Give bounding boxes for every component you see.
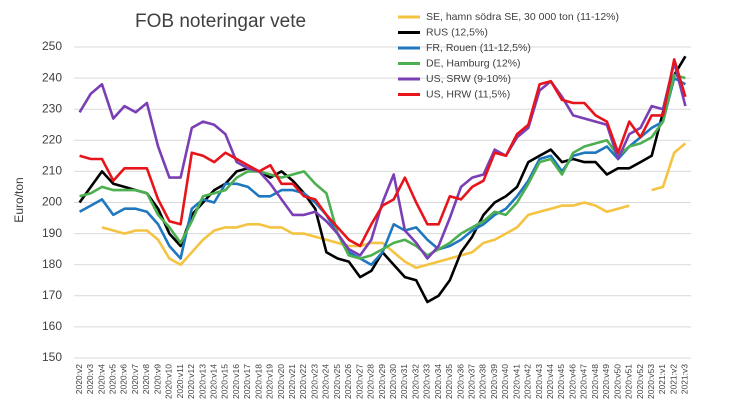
x-tick-label: 2021:v1 <box>657 364 667 395</box>
x-tick-label: 2020:v21 <box>287 364 297 399</box>
x-tick-label: 2020:v13 <box>197 364 207 399</box>
x-tick-label: 2020:v28 <box>366 364 376 399</box>
x-tick-label: 2020:v51 <box>624 364 634 399</box>
series-line <box>79 73 686 260</box>
x-tick-label: 2020:v29 <box>377 364 387 399</box>
x-tick-label: 2021:v3 <box>680 364 690 395</box>
y-tick-label: 170 <box>42 288 62 302</box>
series-line <box>78 61 687 260</box>
x-tick-label: 2020:v39 <box>489 364 499 399</box>
x-tick-label: 2020:v52 <box>635 364 645 399</box>
x-tick-label: 2021:v2 <box>668 364 678 395</box>
x-tick-label: 2020:v17 <box>242 364 252 399</box>
x-tick-label: 2020:v34 <box>433 364 443 399</box>
x-tick-label: 2020:v22 <box>298 364 308 399</box>
x-tick-label: 2020:v11 <box>175 364 185 399</box>
x-tick-label: 2020:v23 <box>309 364 319 399</box>
x-tick-label: 2020:v19 <box>265 364 275 399</box>
x-tick-label: 2020:v35 <box>444 364 454 399</box>
x-tick-label: 2020:v24 <box>321 364 331 399</box>
x-tick-label: 2020:v46 <box>567 364 577 399</box>
legend-label: SE, hamn södra SE, 30 000 ton (11-12%) <box>426 11 619 23</box>
x-tick-label: 2020:v45 <box>556 364 566 399</box>
series-line <box>79 58 687 248</box>
x-tick-label: 2020:v26 <box>343 364 353 399</box>
x-tick-label: 2020:v53 <box>646 364 656 399</box>
chart-title: FOB noteringar vete <box>135 11 306 32</box>
legend-label: US, SRW (9-10%) <box>426 73 511 85</box>
x-tick-label: 2020:v33 <box>422 364 432 399</box>
x-tick-label: 2020:v50 <box>612 364 622 399</box>
x-tick-label: 2020:v49 <box>601 364 611 399</box>
y-tick-label: 230 <box>42 101 62 115</box>
x-tick-label: 2020:v8 <box>141 364 151 395</box>
x-tick-label: 2020:v47 <box>579 364 589 399</box>
x-tick-label: 2020:v7 <box>130 364 140 395</box>
legend-label: RUS (12,5%) <box>426 26 488 38</box>
x-tick-label: 2020:v40 <box>500 364 510 399</box>
series-line <box>101 142 687 270</box>
x-tick-label: 2020:v4 <box>96 364 106 395</box>
series-line <box>78 76 687 266</box>
x-tick-label: 2020:v5 <box>108 364 118 395</box>
x-tick-label: 2020:v6 <box>119 364 129 395</box>
y-axis-label: Euro/ton <box>12 177 26 222</box>
x-tick-label: 2020:v16 <box>231 364 241 399</box>
x-tick-label: 2020:v9 <box>152 364 162 395</box>
x-tick-label: 2020:v20 <box>276 364 286 399</box>
x-tick-label: 2020:v10 <box>164 364 174 399</box>
legend-label: FR, Rouen (11-12,5%) <box>426 42 531 54</box>
x-tick-label: 2020:v32 <box>410 364 420 399</box>
y-tick-label: 150 <box>42 350 62 364</box>
y-tick-label: 210 <box>42 164 62 178</box>
x-tick-label: 2020:v25 <box>332 364 342 399</box>
y-tick-label: 160 <box>42 319 62 333</box>
x-tick-label: 2020:v43 <box>534 364 544 399</box>
y-tick-label: 220 <box>42 132 62 146</box>
x-tick-label: 2020:v36 <box>455 364 465 399</box>
y-tick-label: 190 <box>42 226 62 240</box>
y-tick-label: 250 <box>42 39 62 53</box>
x-tick-label: 2020:v3 <box>85 364 95 395</box>
x-tick-label: 2020:v2 <box>74 364 84 395</box>
x-tick-label: 2020:v37 <box>466 364 476 399</box>
x-tick-label: 2020:v18 <box>253 364 263 399</box>
x-tick-label: 2020:v14 <box>208 364 218 399</box>
legend-label: DE, Hamburg (12%) <box>426 57 521 69</box>
y-tick-label: 240 <box>42 70 62 84</box>
x-tick-label: 2020:v15 <box>220 364 230 399</box>
x-tick-label: 2020:v30 <box>388 364 398 399</box>
x-tick-label: 2020:v38 <box>478 364 488 399</box>
x-tick-label: 2020:v42 <box>523 364 533 399</box>
y-tick-label: 180 <box>42 257 62 271</box>
y-tick-label: 200 <box>42 195 62 209</box>
x-tick-label: 2020:v44 <box>545 364 555 399</box>
x-tick-label: 2020:v31 <box>399 364 409 399</box>
legend-label: US, HRW (11,5%) <box>426 88 510 100</box>
x-tick-label: 2020:v48 <box>590 364 600 399</box>
x-tick-label: 2020:v41 <box>511 364 521 399</box>
x-tick-label: 2020:v12 <box>186 364 196 399</box>
x-tick-label: 2020:v27 <box>354 364 364 399</box>
